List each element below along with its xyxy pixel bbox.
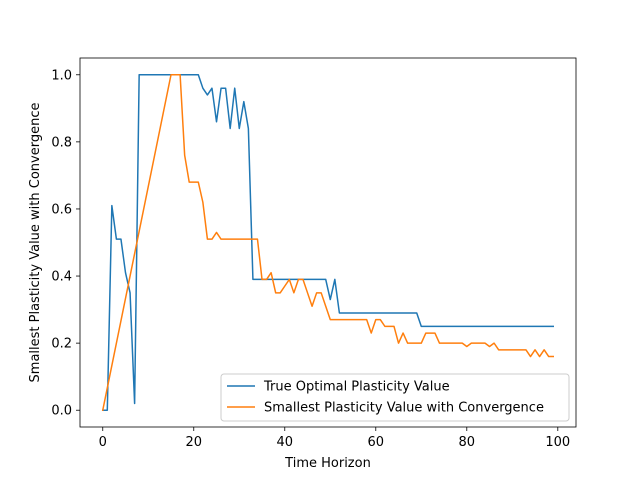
x-tick-label: 100 <box>545 435 570 450</box>
legend: True Optimal Plasticity Value Smallest Pl… <box>220 373 570 422</box>
y-axis-label: Smallest Plasticity Value with Convergen… <box>28 103 43 383</box>
x-tick-label: 0 <box>99 435 107 450</box>
x-tick-label: 80 <box>459 435 476 450</box>
axes-frame <box>79 57 577 428</box>
y-tick-label: 0.2 <box>51 337 72 352</box>
y-tick-label: 0.4 <box>51 270 72 285</box>
legend-label-1: True Optimal Plasticity Value <box>263 380 450 395</box>
y-axis-ticks: 0.0 0.2 0.4 0.6 0.8 1.0 <box>51 68 80 419</box>
legend-box <box>220 373 570 422</box>
x-axis-ticks: 0 20 40 60 80 100 <box>99 427 570 450</box>
plot-lines <box>101 74 554 412</box>
series-line-2 <box>101 74 554 412</box>
legend-label-2: Smallest Plasticity Value with Convergen… <box>264 401 544 416</box>
y-tick-label: 0.0 <box>51 404 72 419</box>
x-axis-label: Time Horizon <box>284 456 371 471</box>
y-tick-label: 0.6 <box>51 202 72 217</box>
x-tick-label: 60 <box>368 435 385 450</box>
x-tick-label: 20 <box>185 435 202 450</box>
x-tick-label: 40 <box>276 435 293 450</box>
y-tick-label: 1.0 <box>51 68 72 83</box>
y-tick-label: 0.8 <box>51 135 72 150</box>
